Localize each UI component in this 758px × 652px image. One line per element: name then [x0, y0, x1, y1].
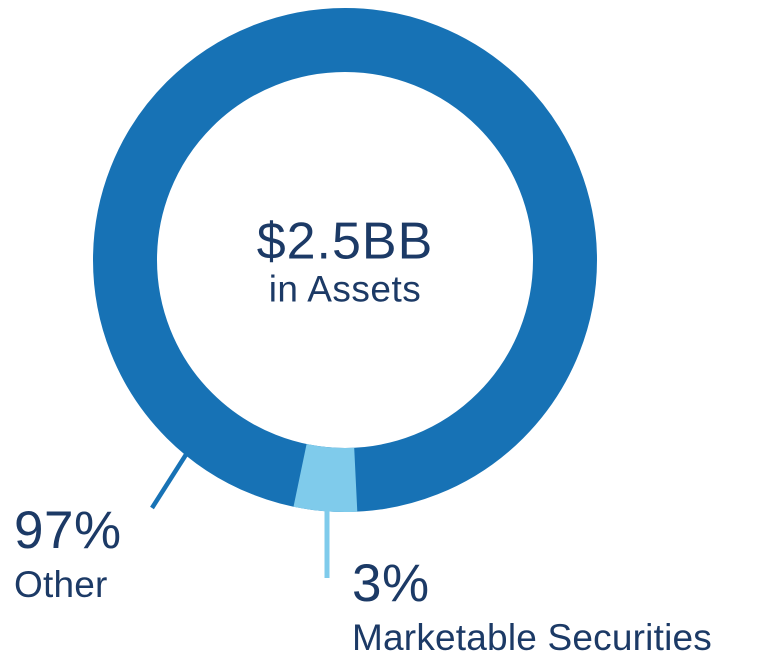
assets-total-caption: in Assets: [268, 267, 422, 309]
callout-marketable-securities: 3% Marketable Securities: [352, 557, 712, 652]
other-percent: 97%: [14, 501, 122, 560]
donut-center-label: $2.5BB in Assets: [257, 214, 434, 309]
other-label: Other: [14, 564, 108, 605]
callout-other: 97% Other: [14, 504, 122, 603]
leader-line-other: [150, 451, 189, 510]
segment-marketable-securities: [293, 444, 358, 513]
assets-total-value: $2.5BB: [256, 212, 434, 271]
marketable-securities-percent: 3%: [352, 554, 430, 613]
marketable-securities-label: Marketable Securities: [352, 617, 712, 652]
